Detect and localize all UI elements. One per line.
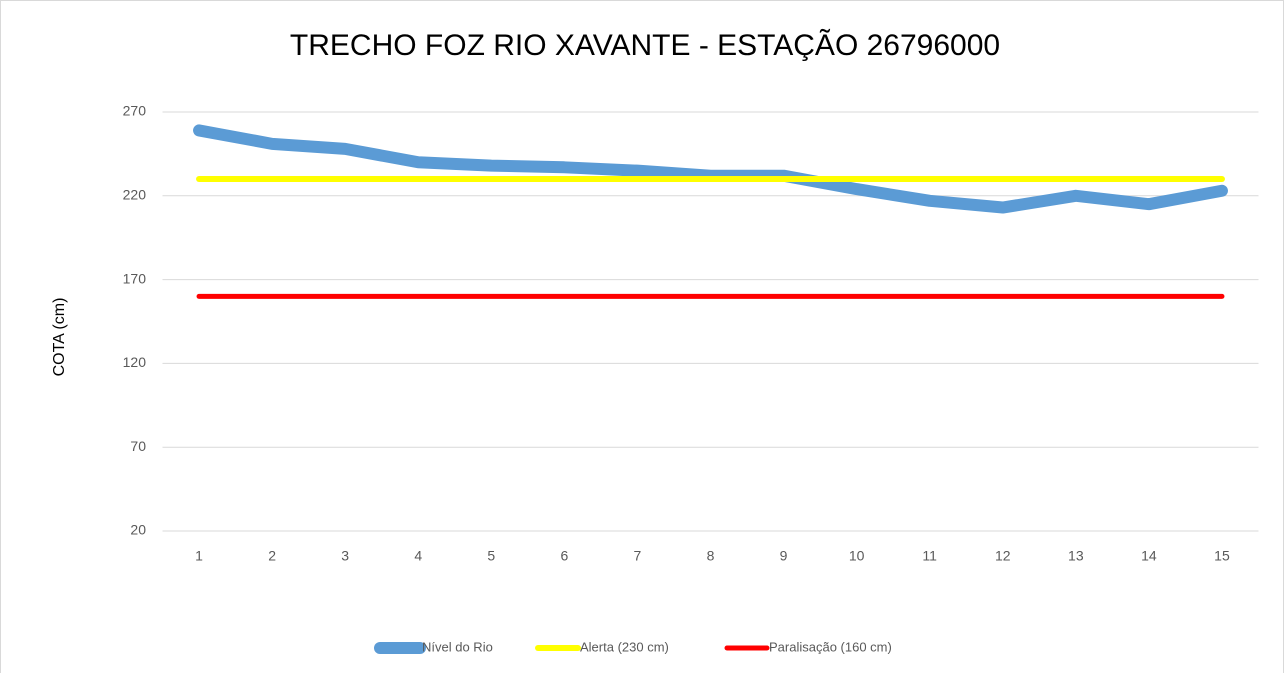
x-tick-label: 5 xyxy=(487,548,495,564)
y-tick-label: 170 xyxy=(123,270,147,286)
y-tick-label: 20 xyxy=(130,522,146,538)
x-tick-label: 11 xyxy=(922,548,937,564)
x-tick-label: 7 xyxy=(634,548,642,564)
legend-label: Alerta (230 cm) xyxy=(580,639,669,654)
x-tick-label: 13 xyxy=(1068,548,1084,564)
x-tick-label: 4 xyxy=(414,548,422,564)
y-tick-label: 70 xyxy=(130,438,146,454)
y-tick-label: 120 xyxy=(123,354,147,370)
x-tick-label: 3 xyxy=(341,548,349,564)
y-tick-label: 220 xyxy=(123,187,147,203)
x-tick-label: 6 xyxy=(560,548,568,564)
x-tick-label: 10 xyxy=(849,548,865,564)
legend-label: Nível do Rio xyxy=(422,639,493,654)
chart-title: TRECHO FOZ RIO XAVANTE - ESTAÇÃO 2679600… xyxy=(290,28,1000,62)
x-tick-label: 2 xyxy=(268,548,276,564)
y-axis-label: COTA (cm) xyxy=(51,298,68,377)
series-line xyxy=(193,124,1228,214)
x-tick-label: 12 xyxy=(995,548,1011,564)
y-tick-label: 270 xyxy=(123,103,147,119)
x-tick-label: 14 xyxy=(1141,548,1157,564)
x-tick-label: 8 xyxy=(707,548,715,564)
legend-label: Paralisação (160 cm) xyxy=(769,639,892,654)
x-tick-label: 15 xyxy=(1214,548,1230,564)
x-tick-label: 9 xyxy=(780,548,788,564)
x-tick-label: 1 xyxy=(195,548,203,564)
